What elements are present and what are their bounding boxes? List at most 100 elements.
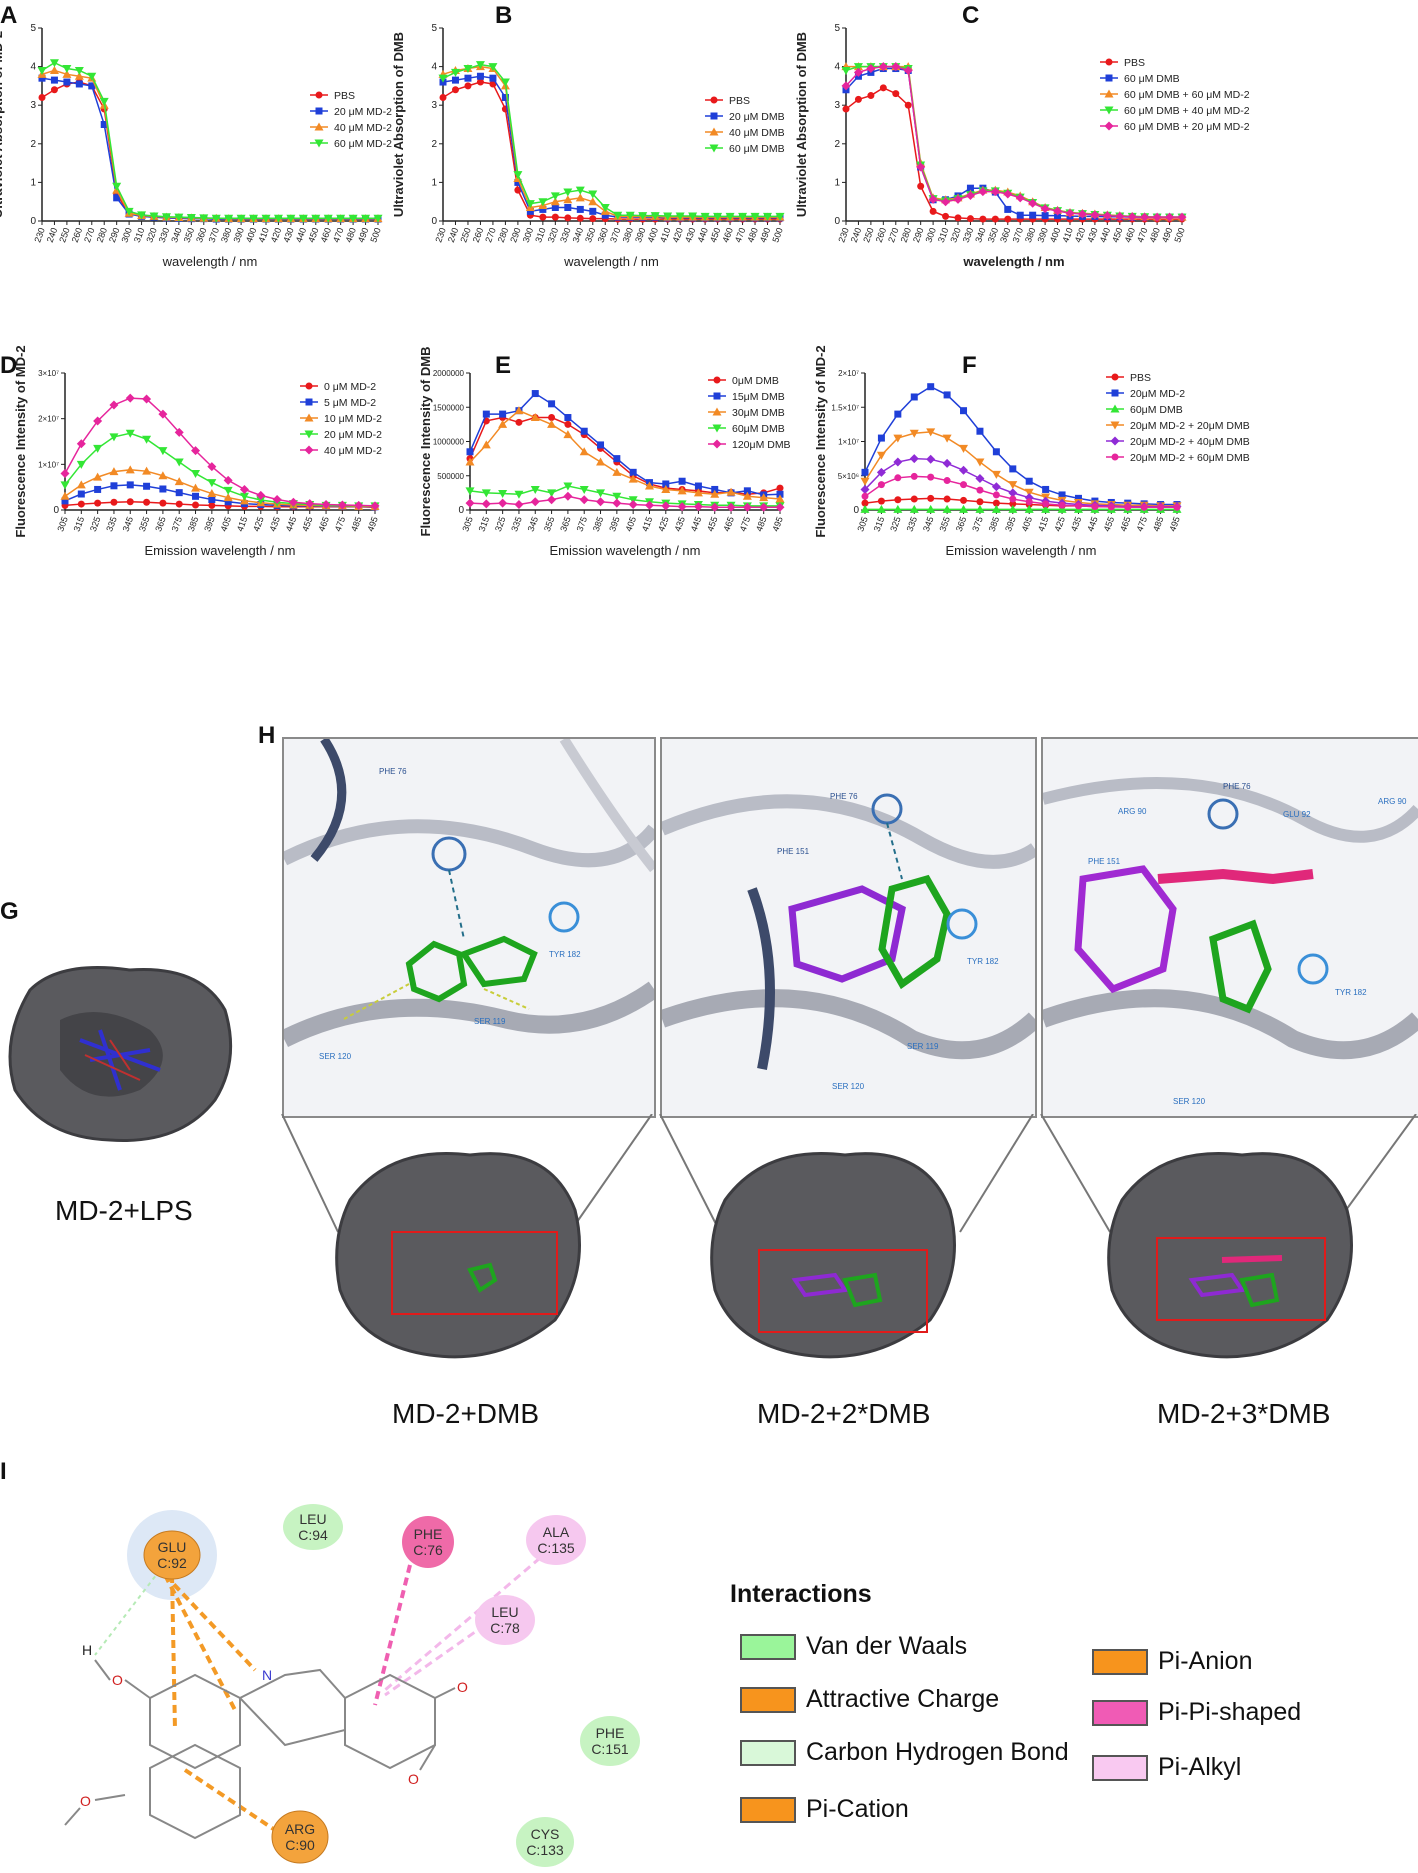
svg-text:C:94: C:94 bbox=[298, 1527, 328, 1543]
surface-md2-dmb bbox=[335, 1151, 581, 1359]
data-point bbox=[547, 489, 557, 498]
panel-letter-i: I bbox=[0, 1458, 7, 1485]
data-point bbox=[1004, 215, 1012, 223]
data-point bbox=[137, 211, 147, 220]
data-point bbox=[861, 492, 869, 500]
svg-text:PHE: PHE bbox=[414, 1526, 443, 1542]
data-point bbox=[926, 454, 936, 464]
data-point bbox=[693, 502, 703, 512]
data-point bbox=[94, 499, 102, 507]
data-point bbox=[514, 406, 524, 415]
x-tick-label: 410 bbox=[658, 226, 673, 244]
data-point bbox=[489, 74, 497, 82]
data-point bbox=[742, 491, 752, 500]
y-axis-label: Fluorescence Intensity of DMB bbox=[418, 347, 433, 537]
data-point bbox=[113, 194, 121, 202]
data-point bbox=[498, 498, 508, 508]
data-point bbox=[878, 62, 888, 72]
data-point bbox=[38, 74, 46, 82]
data-point bbox=[960, 481, 968, 489]
legend-marker bbox=[1111, 453, 1119, 461]
data-point bbox=[298, 214, 308, 223]
x-axis-label: Emission wavelength / nm bbox=[549, 543, 700, 558]
x-tick-label: 390 bbox=[1035, 226, 1050, 244]
data-point bbox=[481, 499, 491, 509]
residue-label-6: PHE 76 bbox=[830, 792, 858, 801]
y-tick-label: 2×10⁷ bbox=[838, 369, 859, 378]
data-point bbox=[476, 78, 484, 86]
panel-letter-h: H bbox=[258, 722, 276, 749]
data-point bbox=[88, 82, 96, 90]
data-point bbox=[1053, 206, 1063, 216]
x-tick-label: 375 bbox=[170, 515, 185, 533]
y-tick-label: 5×10⁶ bbox=[838, 472, 859, 481]
x-tick-label: 450 bbox=[708, 226, 723, 244]
x-tick-label: 355 bbox=[542, 515, 557, 533]
x-tick-label: 365 bbox=[954, 515, 969, 533]
x-tick-label: 325 bbox=[493, 515, 508, 533]
x-tick-label: 350 bbox=[583, 226, 598, 244]
data-point bbox=[498, 490, 508, 499]
legend-label: 60μM DMB bbox=[1130, 404, 1183, 416]
data-point bbox=[482, 410, 490, 418]
series-line bbox=[41, 77, 378, 220]
y-tick-label: 5 bbox=[30, 23, 36, 34]
data-point bbox=[361, 214, 371, 223]
data-point bbox=[842, 105, 850, 113]
x-tick-label: 315 bbox=[72, 515, 87, 533]
svg-text:C:78: C:78 bbox=[490, 1620, 520, 1636]
legend-label: 30μM DMB bbox=[732, 407, 785, 419]
legend-label: 60 μM DMB + 60 μM MD-2 bbox=[1124, 89, 1250, 101]
data-point bbox=[149, 212, 159, 221]
data-point bbox=[256, 490, 266, 500]
data-point bbox=[853, 63, 863, 72]
data-point bbox=[547, 419, 557, 428]
data-point bbox=[1016, 211, 1024, 219]
residue-label-4: SER 119 bbox=[474, 1017, 506, 1026]
data-point bbox=[174, 427, 184, 437]
legend-marker bbox=[1104, 121, 1114, 131]
data-point bbox=[548, 414, 556, 422]
x-tick-label: 365 bbox=[153, 515, 168, 533]
x-tick-label: 470 bbox=[331, 226, 346, 244]
data-point bbox=[239, 484, 249, 494]
y-tick-label: 0 bbox=[431, 216, 437, 227]
data-point bbox=[93, 416, 103, 426]
series-line bbox=[442, 75, 780, 219]
data-point bbox=[450, 68, 460, 77]
y-tick-label: 1×10⁷ bbox=[38, 460, 59, 469]
legend-label: PBS bbox=[334, 90, 355, 102]
data-point bbox=[1177, 212, 1187, 222]
data-point bbox=[87, 72, 97, 81]
data-point bbox=[50, 76, 58, 84]
data-point bbox=[311, 214, 321, 223]
x-tick-label: 395 bbox=[1003, 515, 1018, 533]
data-point bbox=[975, 458, 985, 467]
interaction-line-1 bbox=[94, 1569, 161, 1656]
data-point bbox=[954, 214, 962, 222]
data-point bbox=[775, 212, 785, 221]
data-point bbox=[867, 92, 875, 100]
atom-o1: O bbox=[112, 1672, 123, 1688]
y-tick-label: 0 bbox=[458, 505, 464, 516]
data-point bbox=[966, 184, 974, 192]
residue-leu-94: LEU C:94 bbox=[283, 1504, 343, 1550]
x-tick-label: 475 bbox=[738, 515, 753, 533]
data-point bbox=[500, 78, 510, 87]
x-tick-label: 310 bbox=[936, 226, 951, 244]
legend-swatch bbox=[1092, 1648, 1148, 1675]
x-tick-label: 345 bbox=[121, 515, 136, 533]
x-tick-label: 340 bbox=[571, 226, 586, 244]
data-point bbox=[514, 500, 524, 510]
data-point bbox=[158, 447, 168, 456]
data-point bbox=[1008, 488, 1018, 498]
x-tick-label: 375 bbox=[575, 515, 590, 533]
data-point bbox=[76, 439, 86, 449]
data-point bbox=[61, 497, 69, 505]
data-point bbox=[93, 444, 103, 453]
svg-text:PHE: PHE bbox=[596, 1725, 625, 1741]
svg-text:C:135: C:135 bbox=[537, 1540, 575, 1556]
data-point bbox=[743, 487, 751, 495]
data-point bbox=[1024, 504, 1034, 513]
data-point bbox=[675, 212, 685, 221]
